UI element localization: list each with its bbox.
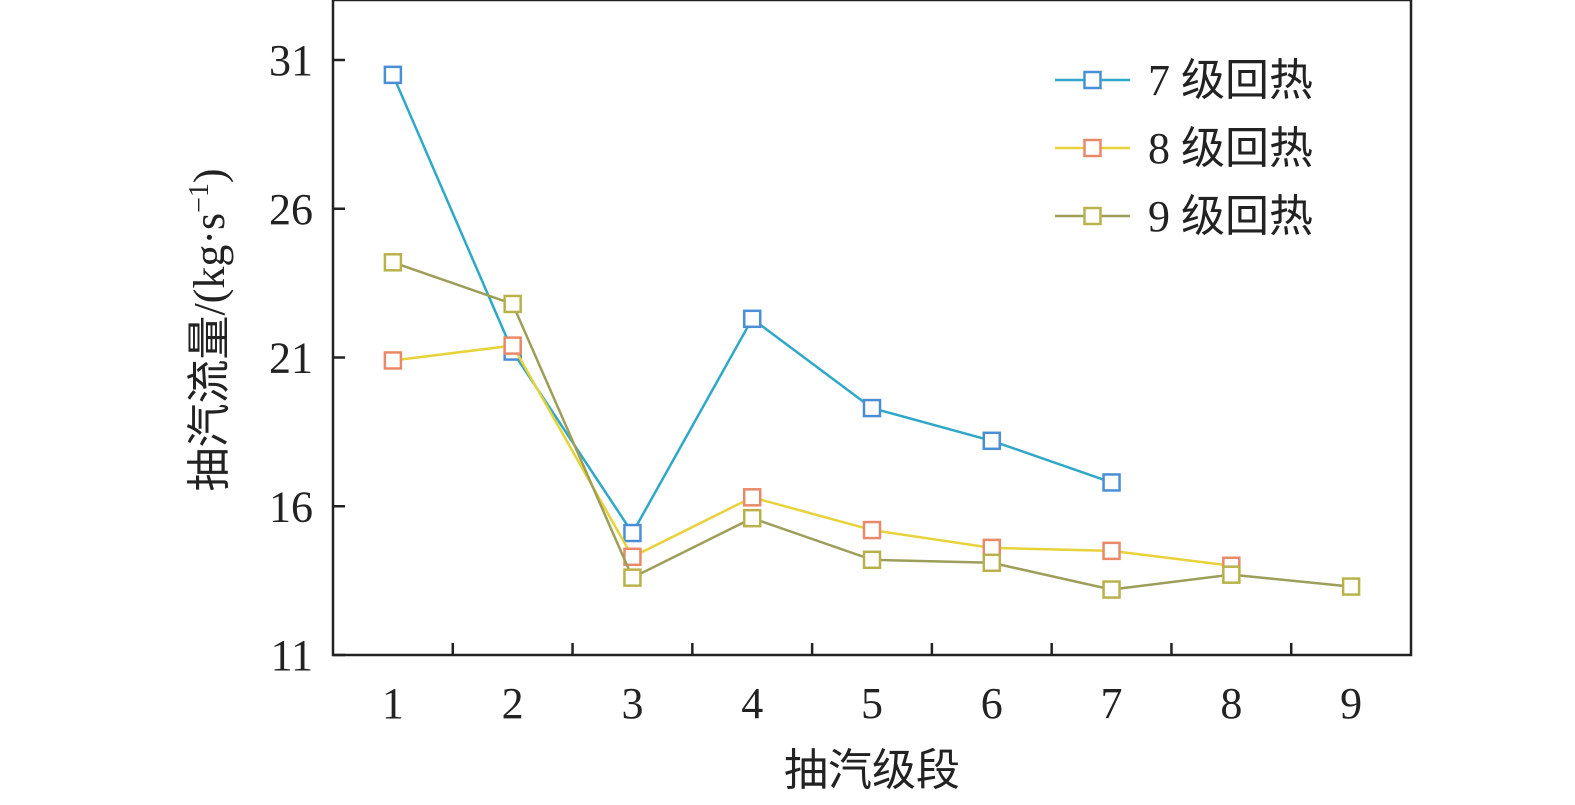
series-2 [383, 336, 1241, 575]
data-point [742, 508, 762, 528]
data-point [862, 520, 882, 540]
series-3 [383, 253, 1361, 599]
x-tick-label: 9 [1340, 679, 1362, 728]
data-point [742, 309, 762, 329]
data-point [1222, 565, 1241, 584]
y-tick-label: 21 [269, 334, 313, 383]
x-tick-label: 2 [502, 679, 524, 728]
y-axis-title-main: 抽汽流量/(kg·s [185, 213, 234, 492]
series-line [392, 261, 1352, 591]
x-tick-label: 6 [981, 679, 1003, 728]
y-axis-title-superscript: −1 [184, 183, 215, 213]
legend-item: 8 级回热 [1055, 124, 1313, 173]
data-point [742, 488, 762, 507]
legend-item: 7 级回热 [1055, 56, 1313, 105]
data-point [982, 553, 1002, 573]
legend-item: 9 级回热 [1055, 192, 1313, 241]
y-tick-label: 16 [269, 482, 313, 531]
data-point [503, 336, 522, 355]
x-tick-label: 1 [382, 679, 404, 728]
x-tick-label: 7 [1101, 679, 1123, 728]
data-point [383, 351, 403, 370]
legend-marker [1083, 206, 1102, 226]
y-axis-title: 抽汽流量/(kg·s−1) [184, 168, 234, 491]
data-point [503, 294, 522, 314]
legend-label: 7 级回热 [1148, 56, 1313, 105]
y-tick-label: 26 [269, 185, 313, 234]
data-point [982, 431, 1002, 451]
data-point [1341, 577, 1361, 596]
data-point [623, 523, 642, 543]
x-tick-label: 8 [1220, 679, 1242, 728]
y-tick-label: 11 [271, 631, 313, 680]
data-point [383, 253, 403, 272]
plot-frame [331, 0, 1413, 657]
x-axis-title: 抽汽级段 [784, 746, 960, 795]
data-point [862, 398, 882, 418]
legend-marker [1083, 70, 1102, 90]
x-tick-label: 4 [741, 679, 763, 728]
data-point [1102, 473, 1121, 492]
legend-label: 8 级回热 [1148, 124, 1313, 173]
x-tick-label: 5 [861, 679, 883, 728]
series-1 [383, 65, 1121, 543]
data-point [1102, 541, 1121, 561]
y-axis-title-close: ) [185, 168, 234, 183]
data-point [982, 538, 1002, 558]
x-tick-label: 3 [621, 679, 643, 728]
data-point [862, 550, 882, 570]
legend-marker [1083, 138, 1102, 158]
data-point [623, 568, 642, 587]
data-point [383, 65, 403, 85]
series-line [391, 74, 1112, 536]
legend-label: 9 级回热 [1148, 192, 1313, 241]
legend: 7 级回热 8 级回热 9 级回热 [1055, 56, 1313, 241]
y-tick-label: 31 [269, 36, 313, 85]
data-point [1102, 580, 1121, 599]
series-line [392, 344, 1232, 567]
